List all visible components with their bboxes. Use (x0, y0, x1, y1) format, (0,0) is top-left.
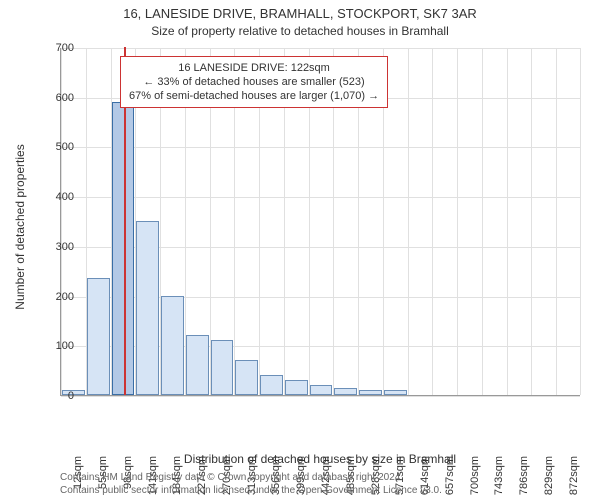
bar (359, 390, 382, 395)
ytick-label: 100 (34, 340, 74, 352)
bar (310, 385, 333, 395)
annotation-box: 16 LANESIDE DRIVE: 122sqm ← 33% of detac… (120, 56, 388, 108)
bar (235, 360, 258, 395)
bar (136, 221, 159, 395)
bar (285, 380, 308, 395)
plot-area: 16 LANESIDE DRIVE: 122sqm ← 33% of detac… (60, 48, 580, 396)
gridline-h (61, 197, 580, 198)
y-axis-label: Number of detached properties (13, 47, 27, 407)
gridline-h (61, 48, 580, 49)
bar (186, 335, 209, 395)
ytick-label: 200 (34, 291, 74, 303)
chart-title-line1: 16, LANESIDE DRIVE, BRAMHALL, STOCKPORT,… (0, 6, 600, 21)
xtick-holder: 12sqm55sqm98sqm141sqm184sqm227sqm270sqm3… (60, 396, 580, 456)
footer-line1: Contains HM Land Registry data © Crown c… (60, 472, 580, 483)
gridline-v (580, 48, 581, 395)
gridline-v (482, 48, 483, 395)
ytick-label: 600 (34, 92, 74, 104)
bar (87, 278, 110, 395)
bar (211, 340, 234, 395)
bar (161, 296, 184, 395)
ytick-label: 500 (34, 141, 74, 153)
gridline-v (457, 48, 458, 395)
gridline-v (531, 48, 532, 395)
gridline-v (432, 48, 433, 395)
footer-line2: Contains public sector information licen… (60, 485, 580, 496)
gridline-v (507, 48, 508, 395)
ytick-label: 0 (34, 390, 74, 402)
bar (334, 388, 357, 395)
annotation-line3: 67% of semi-detached houses are larger (… (129, 89, 379, 103)
x-axis-label: Distribution of detached houses by size … (60, 452, 580, 466)
ytick-label: 700 (34, 42, 74, 54)
chart-title-line2: Size of property relative to detached ho… (0, 24, 600, 38)
annotation-line2: ← 33% of detached houses are smaller (52… (129, 75, 379, 89)
gridline-v (556, 48, 557, 395)
bar-highlighted (112, 102, 135, 395)
gridline-h (61, 147, 580, 148)
bar (260, 375, 283, 395)
ytick-label: 400 (34, 191, 74, 203)
ytick-label: 300 (34, 241, 74, 253)
gridline-v (408, 48, 409, 395)
chart-container: 16, LANESIDE DRIVE, BRAMHALL, STOCKPORT,… (0, 0, 600, 500)
annotation-line1: 16 LANESIDE DRIVE: 122sqm (129, 61, 379, 75)
bar (384, 390, 407, 395)
